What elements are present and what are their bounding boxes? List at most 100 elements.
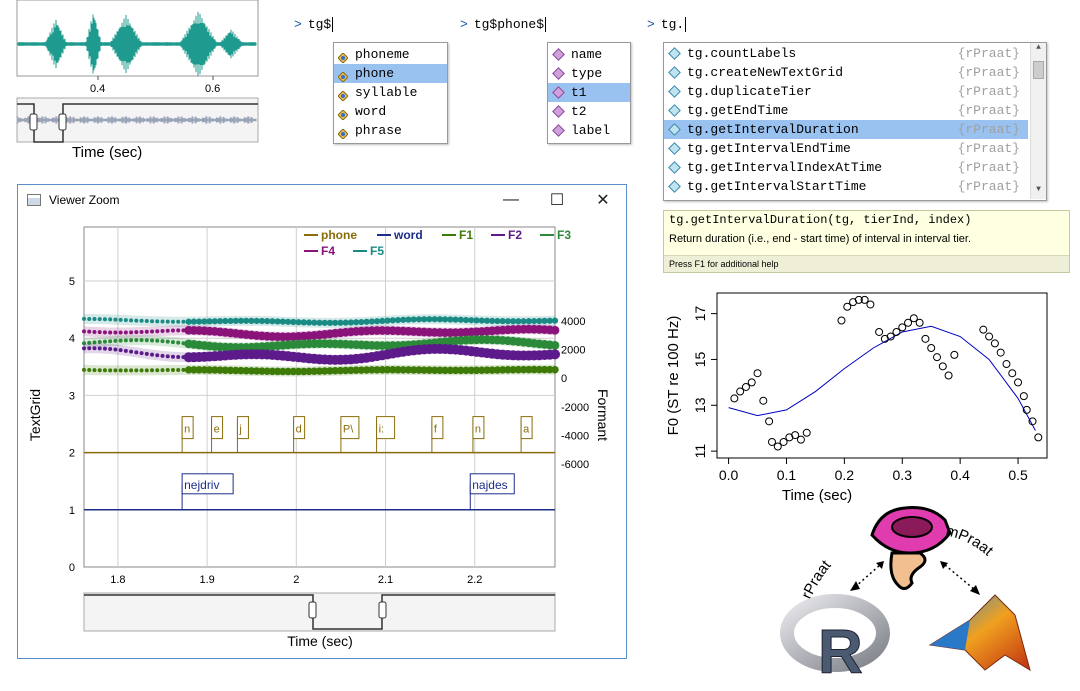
formant-point [242, 367, 250, 375]
formant-point [331, 366, 339, 375]
field-item[interactable]: t2 [548, 102, 630, 121]
formant-point [368, 366, 376, 374]
formant-point [211, 318, 218, 325]
f0-point [1002, 360, 1011, 369]
legend-label: F5 [370, 244, 384, 258]
formant-point [144, 338, 149, 343]
formant-point [108, 317, 113, 322]
function-item-selected[interactable]: tg.getIntervalDuration {rPraat} [664, 120, 1028, 139]
formant-point [150, 319, 155, 324]
minimize-button[interactable]: — [503, 191, 519, 208]
f0-point [736, 387, 745, 396]
formant-point [473, 317, 480, 324]
console-prompt: > [460, 17, 468, 32]
window-titlebar[interactable]: Viewer Zoom — ☐ ✕ [18, 185, 626, 215]
close-button[interactable]: ✕ [596, 192, 610, 209]
function-item[interactable]: tg.getIntervalIndexAtTime {rPraat} [664, 158, 1028, 177]
formant-point [477, 366, 486, 374]
field-item-selected[interactable]: t1 [548, 83, 630, 102]
formant-point [170, 319, 175, 324]
formant-point [176, 367, 181, 372]
scrollbar[interactable]: ▲ ▼ [1030, 43, 1046, 199]
r-logo-icon: R [780, 594, 890, 685]
range-handle-left[interactable] [29, 113, 38, 131]
formant-point [97, 317, 102, 322]
formant-point [150, 329, 155, 334]
formant-point [452, 316, 459, 323]
formant-point [87, 346, 92, 351]
formant-point [326, 367, 334, 375]
formant-point [87, 368, 92, 373]
tooltip-description: Return duration (i.e., end - start time)… [669, 233, 972, 245]
formant-point [160, 368, 165, 373]
viewer-plot[interactable]: 0 1 2 3 4 5 4000 2000 0 -2000 -4000 -6000 1.8 1.9 2 2.1… [18, 215, 626, 658]
f0-x-tick: 0.3 [893, 467, 913, 483]
formant-point [389, 317, 396, 324]
formant-point [504, 318, 512, 325]
tier-item[interactable]: phrase [334, 121, 447, 140]
tier-item[interactable]: phoneme [334, 45, 447, 64]
matlab-logo-icon [928, 594, 1031, 672]
console-prompt: > [294, 17, 302, 32]
function-item[interactable]: tg.countLabels {rPraat} [664, 44, 1028, 63]
function-item[interactable]: tg.getIntervalEndTime {rPraat} [664, 139, 1028, 158]
formant-point [139, 338, 144, 343]
navigator-panel[interactable] [83, 592, 556, 632]
scroll-thumb[interactable] [1033, 61, 1044, 79]
field-item[interactable]: name [548, 45, 630, 64]
phone-label-box [472, 416, 485, 440]
scroll-down-arrow[interactable]: ▼ [1036, 185, 1041, 194]
autocomplete-fields[interactable]: name type t1 t2 label [547, 42, 631, 144]
formant-point [134, 350, 139, 355]
console-line-3[interactable]: > tg. [647, 17, 687, 32]
formant-point [190, 366, 198, 374]
formant-point [123, 330, 128, 335]
formant-point [176, 319, 181, 324]
x-tick-label: 1.8 [110, 574, 125, 586]
autocomplete-functions[interactable]: tg.countLabels {rPraat} tg.createNewTextGr… [663, 42, 1047, 201]
formant-point [332, 319, 339, 326]
formant-point [108, 347, 113, 352]
tier-item[interactable]: word [334, 102, 447, 121]
right-tick-label: 0 [561, 373, 567, 385]
formant-point [196, 318, 203, 325]
field-icon [552, 86, 565, 99]
formant-point [134, 330, 139, 335]
formant-point [347, 319, 355, 326]
console-input[interactable]: tg$phone$ [473, 17, 545, 32]
function-item[interactable]: tg.getIntervalStartTime {rPraat} [664, 177, 1028, 196]
scroll-up-arrow[interactable]: ▲ [1036, 43, 1041, 52]
console-line-1[interactable]: > tg$ [294, 17, 334, 32]
formant-point [426, 316, 433, 323]
f0-y-tick: 13 [692, 397, 708, 413]
formant-point [129, 338, 134, 343]
tier-item-selected[interactable]: phone [334, 64, 447, 83]
function-item[interactable]: tg.duplicateTier {rPraat} [664, 82, 1028, 101]
console-line-2[interactable]: > tg$phone$ [460, 17, 547, 32]
console-input[interactable]: tg$ [307, 17, 332, 32]
f0-point [921, 334, 930, 343]
field-item[interactable]: type [548, 64, 630, 83]
function-item[interactable]: tg.getEndTime {rPraat} [664, 101, 1028, 120]
left-tick-label: 4 [69, 333, 75, 345]
formant-point [176, 355, 181, 360]
formant-point [394, 316, 402, 324]
viewer-zoom-window[interactable]: Viewer Zoom — ☐ ✕ 0 1 2 3 4 5 4000 2000 0 -2000 -4… [17, 184, 627, 659]
maximize-button[interactable]: ☐ [549, 192, 565, 209]
nav-handle-right[interactable] [378, 601, 387, 619]
f0-x-tick: 0.4 [950, 467, 970, 483]
formant-point [290, 318, 297, 326]
formant-point [170, 328, 175, 333]
field-item[interactable]: label [548, 121, 630, 140]
formant-point [425, 366, 434, 374]
formant-point [144, 368, 149, 373]
autocomplete-tiers[interactable]: phoneme phone syllable word phrase [333, 42, 448, 144]
console-input[interactable]: tg. [660, 17, 685, 32]
tier-item[interactable]: syllable [334, 83, 447, 102]
nav-handle-left[interactable] [308, 601, 317, 619]
function-item[interactable]: tg.createNewTextGrid {rPraat} [664, 63, 1028, 82]
formant-point [279, 318, 286, 325]
range-handle-right[interactable] [58, 113, 67, 131]
formant-point [150, 352, 155, 357]
formant-point [155, 368, 160, 373]
